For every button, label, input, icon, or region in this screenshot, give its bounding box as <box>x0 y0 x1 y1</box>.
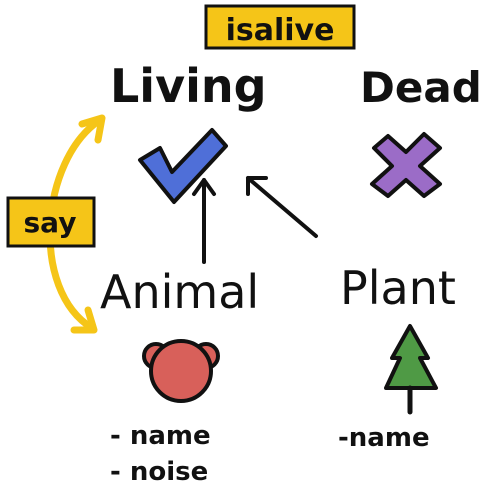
living-label: Living <box>110 59 267 113</box>
animal-to-living-arrow <box>192 178 216 264</box>
bear-head-icon <box>142 339 220 403</box>
animal-attribute-name: - name <box>110 421 211 451</box>
isalive-tag-background <box>204 4 356 50</box>
tree-icon <box>384 324 438 415</box>
cross-icon <box>370 132 442 198</box>
check-mark-icon <box>138 128 228 204</box>
isalive-label: isalive <box>226 13 335 48</box>
dead-label: Dead <box>360 63 482 112</box>
say-tag: say <box>6 196 96 248</box>
animal-label: Animal <box>100 265 259 319</box>
plant-attribute-name: -name <box>338 423 430 453</box>
plant-to-living-arrow <box>246 176 318 238</box>
isalive-tag: isalive <box>204 4 356 50</box>
say-tag-background <box>6 196 96 248</box>
plant-label: Plant <box>340 261 456 315</box>
animal-attribute-noise: - noise <box>110 457 208 487</box>
say-label: say <box>24 206 77 239</box>
